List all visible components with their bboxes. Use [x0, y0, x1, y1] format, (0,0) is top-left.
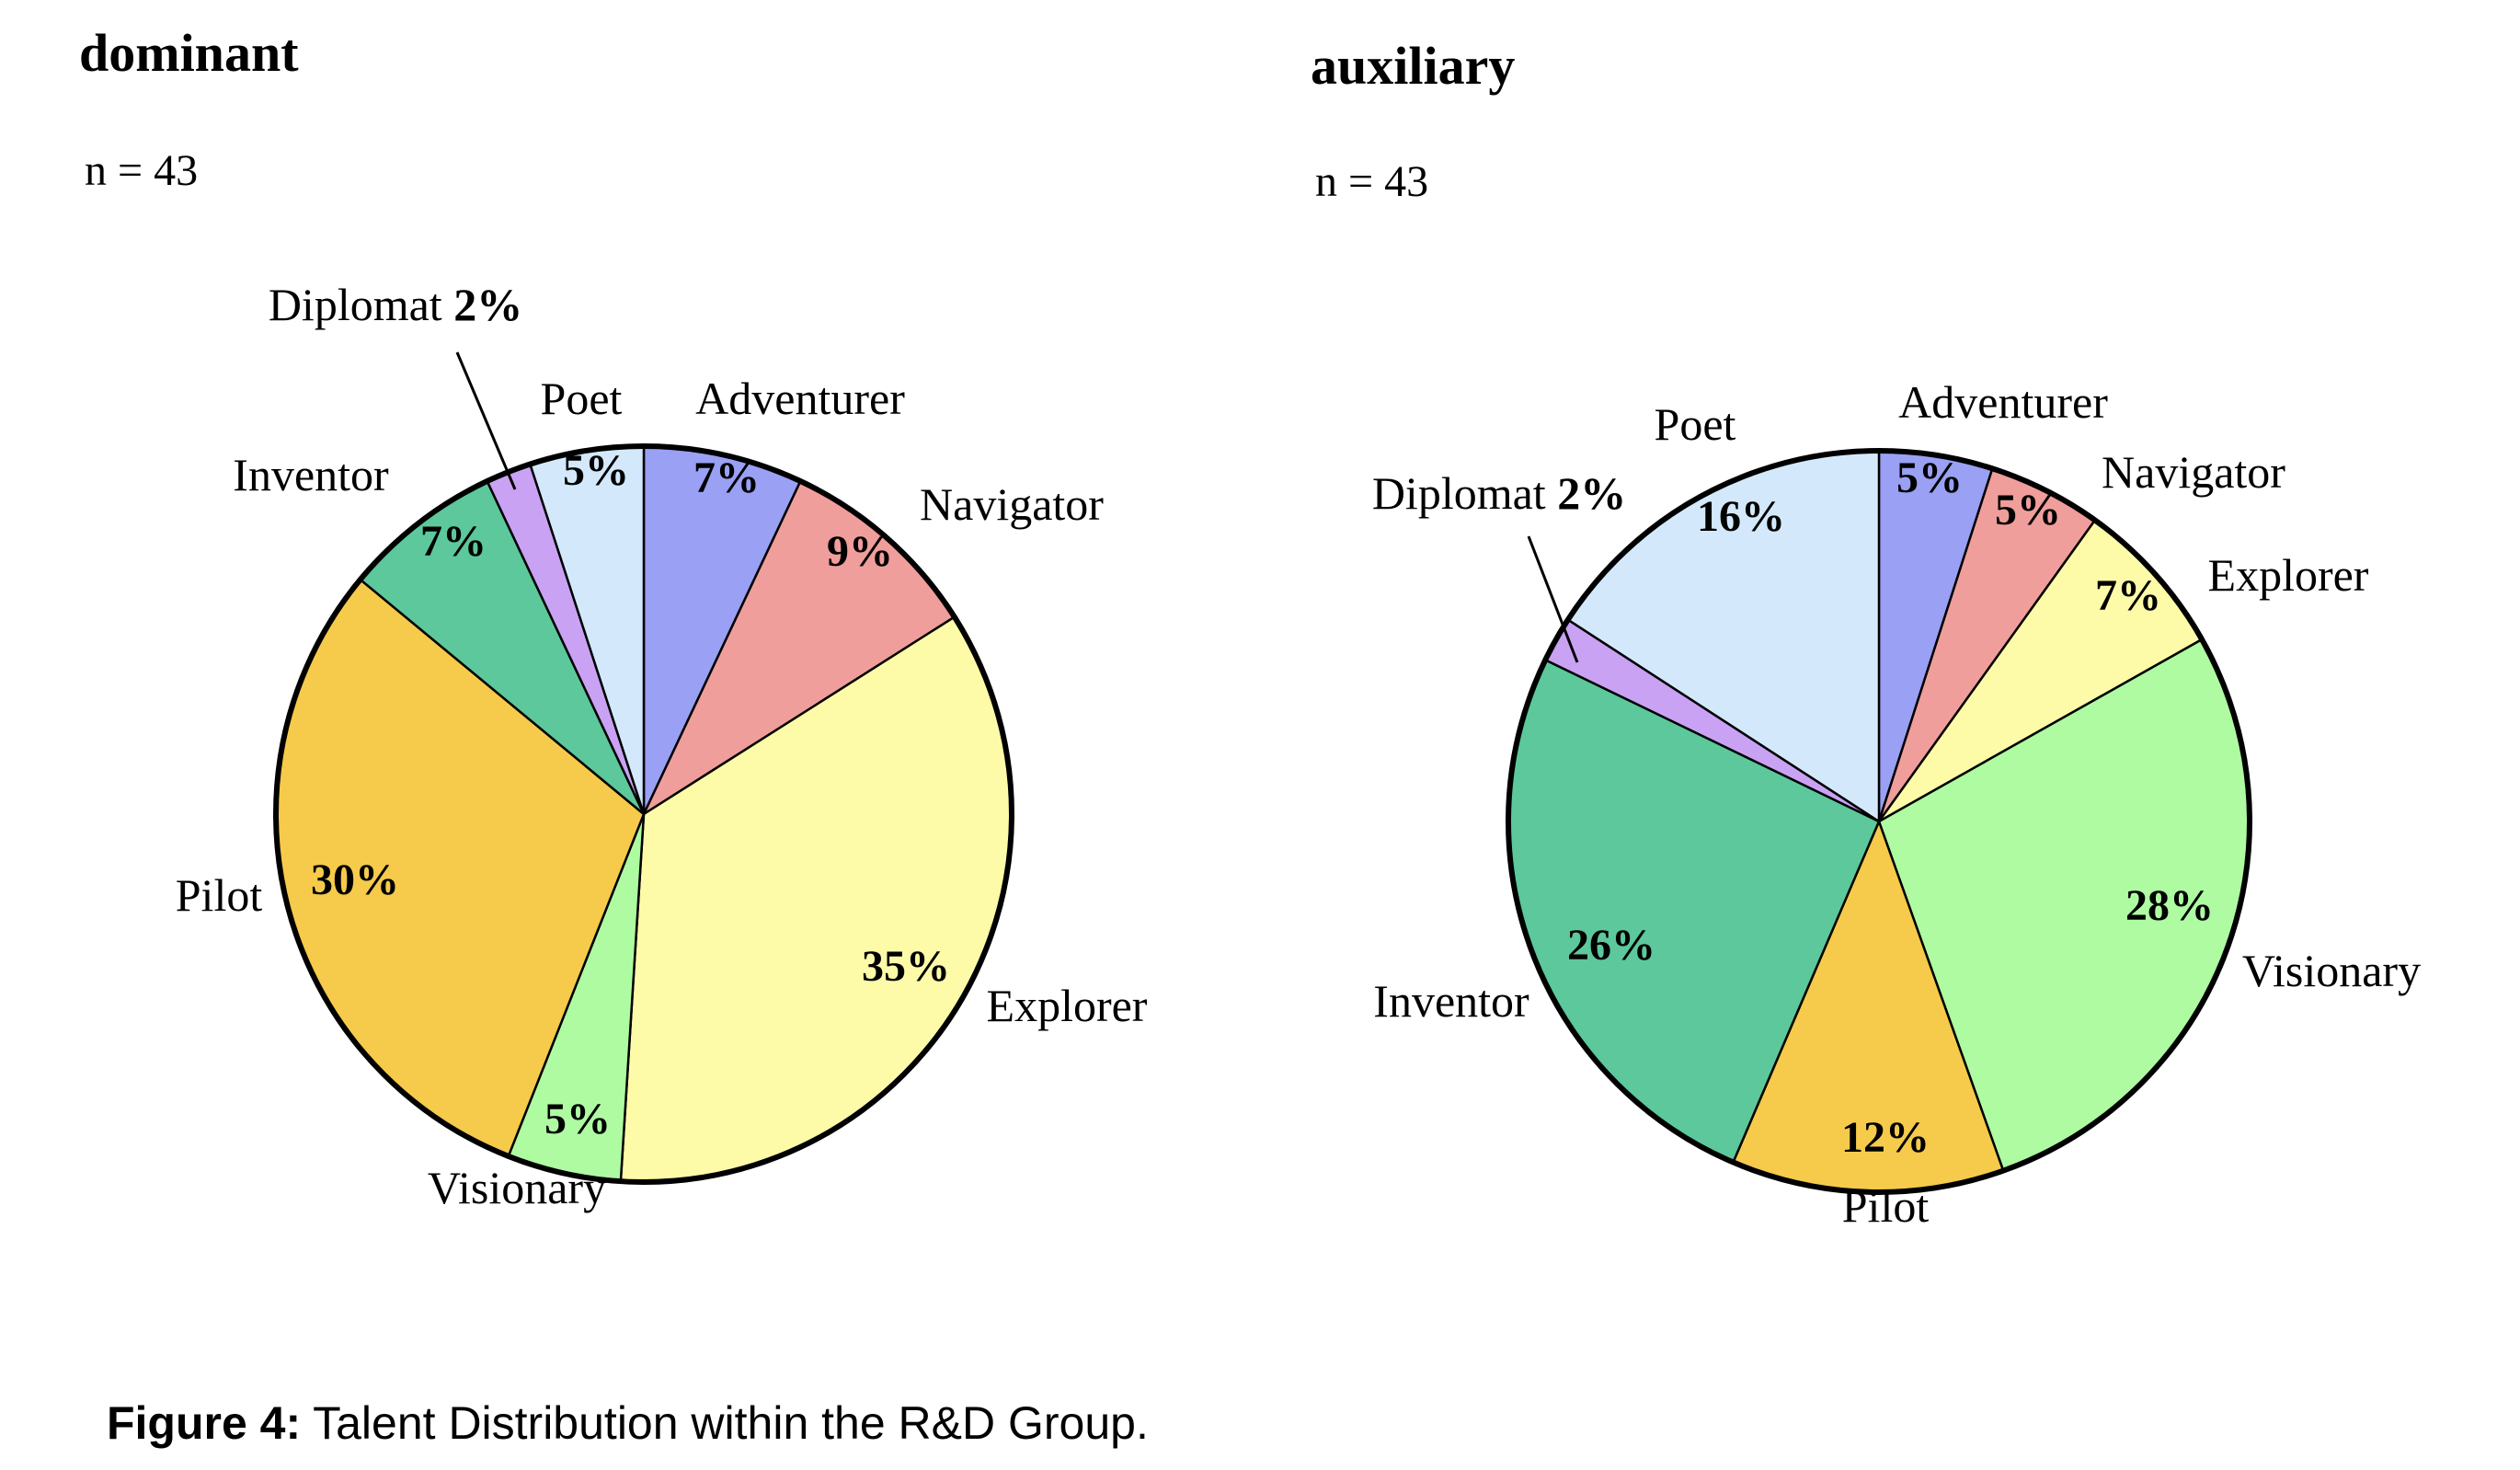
- slice-value-visionary: 28%: [2125, 881, 2214, 930]
- slice-value-pilot: 12%: [1841, 1113, 1930, 1162]
- slice-name-pilot: Pilot: [176, 869, 263, 921]
- chart-title-auxiliary: auxiliary: [1311, 36, 1516, 96]
- slice-value-poet: 5%: [563, 446, 629, 495]
- slice-name-adventurer: Adventurer: [695, 373, 905, 424]
- slice-value-inventor: 26%: [1567, 921, 1655, 970]
- slice-value-pilot: 30%: [311, 856, 399, 904]
- slice-value-explorer: 7%: [2095, 571, 2161, 620]
- slice-name-navigator: Navigator: [2102, 446, 2285, 498]
- slice-name-visionary: Visionary: [2242, 945, 2421, 996]
- slice-value-adventurer: 7%: [693, 454, 760, 502]
- chart-title-dominant: dominant: [79, 23, 299, 83]
- pie-outline: [1506, 448, 2252, 1195]
- slice-value-adventurer: 5%: [1896, 454, 1963, 502]
- slice-value-navigator: 9%: [827, 527, 893, 576]
- slice-name-navigator: Navigator: [920, 478, 1104, 530]
- slice-name-diplomat: Diplomat: [269, 279, 453, 330]
- slice-name-diplomat: Diplomat: [1372, 467, 1557, 519]
- slice-value-diplomat: 2%: [453, 279, 522, 330]
- slice-value-explorer: 35%: [862, 942, 950, 991]
- slice-value-inventor: 7%: [420, 517, 487, 566]
- caption-prefix: Figure 4:: [107, 1397, 302, 1449]
- slice-name-adventurer: Adventurer: [1898, 376, 2108, 428]
- leader-line-diplomat: [455, 351, 517, 490]
- slice-name-explorer: Explorer: [987, 980, 1148, 1031]
- slice-name-visionary: Visionary: [428, 1162, 606, 1213]
- slice-name-poet: Poet: [541, 373, 623, 424]
- slice-name-poet: Poet: [1655, 398, 1736, 450]
- slice-name-pilot: Pilot: [1842, 1180, 1930, 1232]
- slice-name-inventor: Inventor: [1373, 975, 1529, 1027]
- slice-value-diplomat: 2%: [1557, 467, 1626, 519]
- slice-name-explorer: Explorer: [2208, 549, 2369, 601]
- slice-value-visionary: 5%: [544, 1095, 611, 1143]
- caption-text: Talent Distribution within the R&D Group…: [301, 1397, 1149, 1449]
- slice-value-navigator: 5%: [1995, 486, 2061, 534]
- figure-caption: Figure 4: Talent Distribution within the…: [107, 1396, 1149, 1450]
- sample-size-dominant: n = 43: [85, 146, 199, 195]
- slice-label-diplomat: Diplomat 2%: [269, 279, 522, 330]
- slice-label-diplomat: Diplomat 2%: [1372, 467, 1626, 519]
- leader-line-diplomat: [1527, 535, 1579, 663]
- sample-size-auxiliary: n = 43: [1315, 157, 1429, 206]
- pie-auxiliary: Adventurer 5% Navigator 5% Explorer 7% Visiona…: [1372, 376, 2421, 1232]
- slice-value-poet: 16%: [1697, 492, 1785, 541]
- slice-name-inventor: Inventor: [233, 449, 389, 500]
- pie-outline: [273, 443, 1014, 1185]
- pie-dominant: Adventurer 7% Navigator 9% Explorer 35% Vision…: [176, 279, 1148, 1213]
